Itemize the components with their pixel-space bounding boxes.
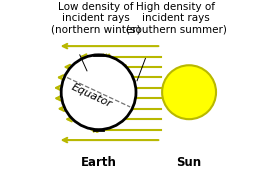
Text: High density of
incident rays
(southern summer): High density of incident rays (southern … (126, 2, 226, 35)
Circle shape (61, 55, 136, 130)
Text: Sun: Sun (177, 156, 202, 169)
Text: Earth: Earth (81, 156, 116, 169)
Circle shape (162, 65, 216, 119)
Text: Equator: Equator (70, 82, 114, 109)
Text: Low density of
incident rays
(northern winter): Low density of incident rays (northern w… (51, 2, 140, 35)
